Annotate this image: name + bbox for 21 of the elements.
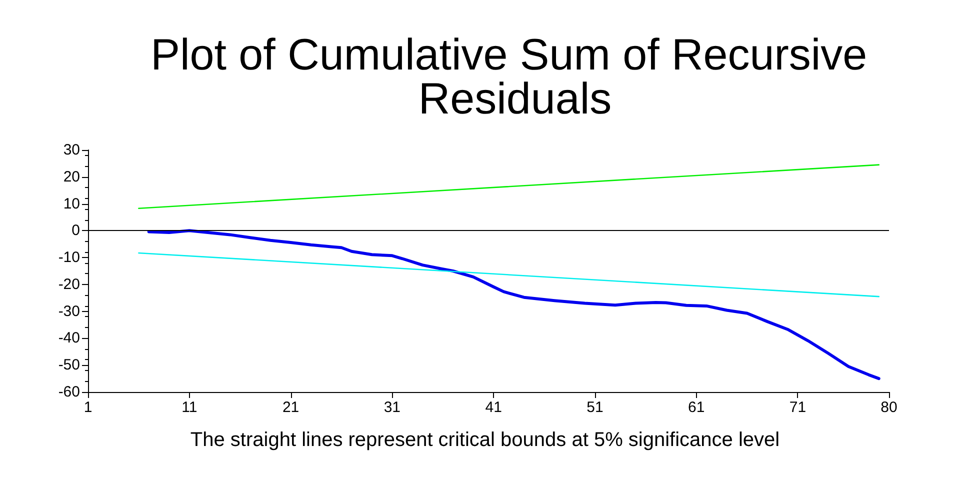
x-tick-label: 21 [282, 399, 300, 416]
x-tick-label: 61 [688, 399, 705, 416]
x-tick-label: 31 [384, 399, 401, 416]
x-tick-label: 1 [84, 399, 92, 416]
y-tick-label: -10 [58, 249, 80, 266]
chart-title: Plot of Cumulative Sum of Recursive Residuals [150, 30, 880, 124]
x-tick-label: 11 [182, 399, 198, 416]
y-tick-label: 0 [72, 222, 80, 240]
y-tick-label: -60 [58, 384, 80, 400]
x-tick-label: 80 [880, 399, 898, 416]
y-tick-label: 20 [63, 168, 80, 186]
y-tick-label: -30 [58, 302, 80, 320]
x-tick-label: 41 [485, 399, 502, 416]
y-tick-label: -20 [58, 276, 80, 293]
x-tick-label: 71 [789, 399, 806, 416]
y-tick-label: -40 [58, 330, 80, 347]
text: The straight lines represent critical bounds at 5% significance level [190, 429, 780, 451]
y-tick-label: -50 [58, 356, 80, 374]
x-tick-label: 51 [586, 399, 604, 416]
y-tick-label: 30 [63, 142, 80, 158]
y-tick-label: 10 [63, 195, 80, 212]
